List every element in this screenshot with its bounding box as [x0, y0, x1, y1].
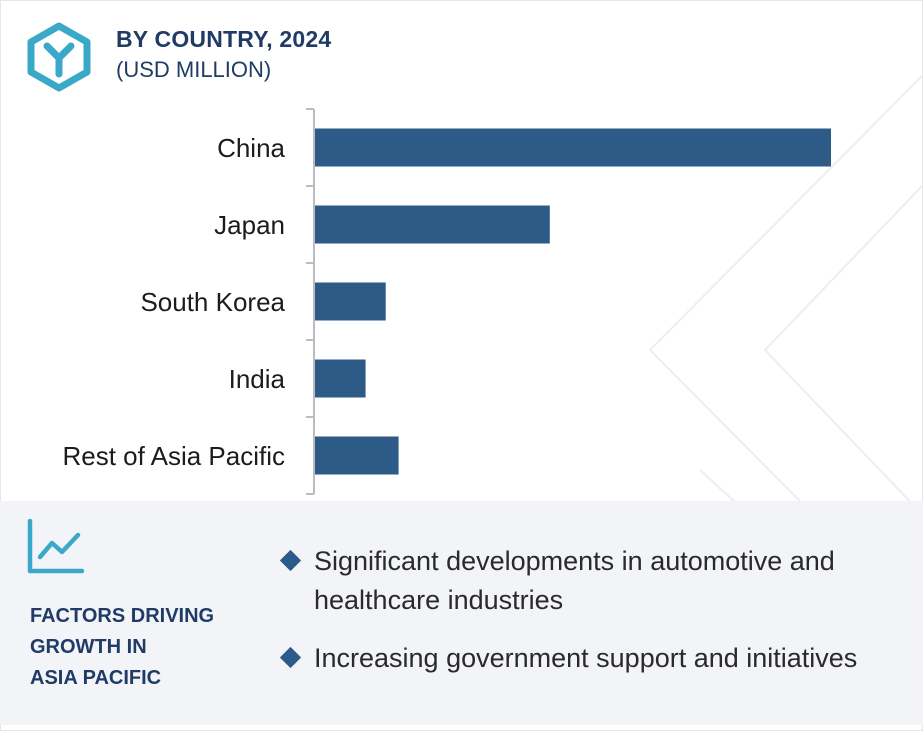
factors-panel: [0, 501, 923, 725]
chart-subtitle: (USD MILLION): [116, 57, 272, 82]
factor-bullet-text: Significant developments in automotive a…: [314, 542, 835, 620]
bar-chart: China Japan South Korea India Rest of Asia P…: [0, 100, 923, 500]
factor-bullet: Significant developments in automotive a…: [279, 542, 835, 620]
factors-heading: FACTORS DRIVING GROWTH IN ASIA PACIFIC: [30, 601, 250, 694]
diamond-bullet-icon: [279, 646, 302, 669]
bar-china: [315, 128, 831, 167]
bar-japan: [315, 205, 550, 244]
factor-bullet: Increasing government support and initia…: [279, 639, 857, 678]
bar-chart-svg: [306, 108, 831, 495]
category-label: South Korea: [140, 286, 285, 317]
diamond-bullet-icon: [279, 549, 302, 572]
bar-south-korea: [315, 282, 386, 321]
bar-india: [315, 359, 366, 398]
category-label: China: [217, 132, 285, 163]
line-chart-icon: [27, 519, 85, 574]
factor-bullet-line: Increasing government support and initia…: [314, 643, 858, 673]
factors-heading-line: GROWTH IN: [30, 636, 147, 658]
factor-bullet-line: healthcare industries: [314, 585, 564, 615]
factors-heading-line: FACTORS DRIVING: [30, 605, 215, 627]
category-label: Rest of Asia Pacific: [62, 440, 285, 471]
cube-y-logo-icon: [27, 22, 91, 92]
factor-bullet-line: Significant developments in automotive a…: [314, 546, 835, 576]
factor-bullet-text: Increasing government support and initia…: [314, 639, 857, 678]
chart-title: BY COUNTRY, 2024: [116, 26, 332, 52]
category-label: Japan: [214, 209, 285, 240]
factors-heading-line: ASIA PACIFIC: [30, 667, 162, 689]
bar-rest-of-asia-pacific: [315, 436, 399, 475]
category-label: India: [228, 363, 285, 394]
